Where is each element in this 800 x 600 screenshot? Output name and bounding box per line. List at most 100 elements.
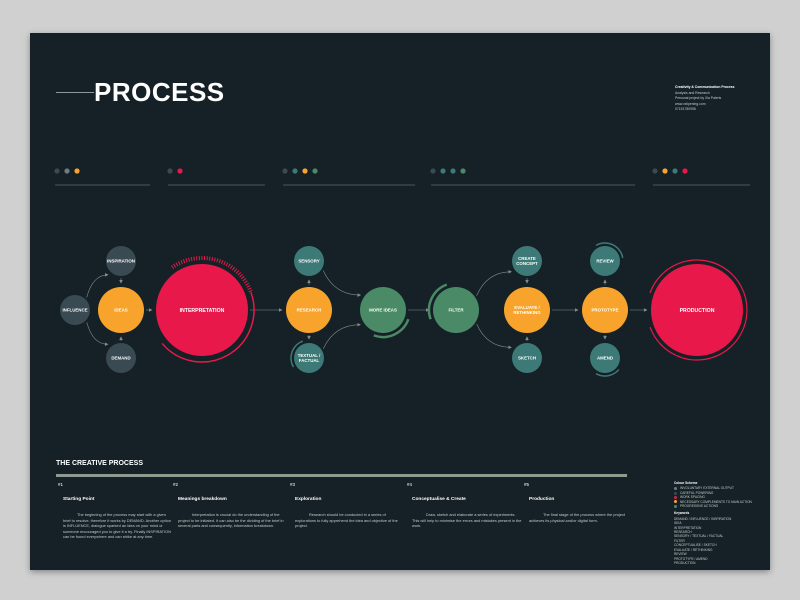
legend-dot [64, 168, 70, 174]
connector-arrow [476, 269, 512, 296]
step-heading: Conceptualise & Create [412, 497, 466, 502]
legend-dot [177, 168, 183, 174]
page-title: PROCESS [94, 77, 225, 107]
node-sensory [294, 246, 324, 276]
connector-arrow [86, 322, 109, 347]
node-demand [106, 343, 136, 373]
keyword-item: IDEA [674, 521, 682, 526]
node-prototype [582, 287, 628, 333]
colour-scheme-label: WORK SPACING [680, 495, 705, 500]
node-label-more-ideas: MORE IDEAS [369, 308, 397, 313]
node-filter [433, 287, 479, 333]
colour-swatch [674, 491, 677, 495]
colour-swatch [674, 495, 677, 499]
node-label-research: RESEARCH [297, 308, 322, 313]
keyword-item: EVALUATE / RETHINKING [674, 547, 713, 552]
legend-dot [167, 168, 173, 174]
keyword-item: PRODUCTION [674, 560, 696, 565]
colour-scheme-label: PROGRESSIVE ACTIONS [680, 504, 719, 509]
keyword-item: SENSORY / TEXTUAL / FACTUAL [674, 534, 724, 539]
colour-swatch [674, 500, 677, 504]
colour-scheme-item: PROGRESSIVE ACTIONS [674, 504, 766, 508]
colour-scheme-title: Colour Scheme [674, 481, 698, 485]
node-more-ideas [360, 287, 406, 333]
colour-scheme-item: WORK SPACING [674, 495, 766, 499]
poster: PROCESS Creativity & Communication Proce… [30, 33, 770, 570]
node-label-prototype: PROTOTYPE [592, 308, 619, 313]
colour-scheme-label: CAREFUL POWERING [680, 490, 714, 495]
keyword-item: FILTER [674, 538, 685, 543]
step-heading: Production [529, 497, 555, 502]
step-number: #4 [407, 482, 413, 487]
project-info: Creativity & Communication Process Analy… [675, 85, 765, 113]
info-heading: Creativity & Communication Process [675, 85, 735, 89]
legend-dot [682, 168, 688, 174]
keyword-item: RESEARCH [674, 530, 692, 535]
step-4: #4 Conceptualise & Create Draw, sketch a… [407, 482, 522, 529]
legend-dot [54, 168, 60, 174]
node-label-sensory: SENSORY [298, 259, 319, 264]
node-label-create-concept: CREATE CONCEPT [516, 256, 538, 266]
node-label-review: REVIEW [596, 259, 614, 264]
node-label-interpretation: INTERPRETATION [180, 308, 225, 314]
legend-dot [652, 168, 658, 174]
process-diagram: INFLUENCE INSPIRATION IDEAS DEMAND INTERPRET… [54, 168, 750, 377]
colour-swatch [674, 504, 677, 508]
node-label-evaluate: EVALUATE / RETHINKING [513, 305, 541, 315]
interpretation-tick-ring [171, 256, 253, 293]
interpretation-ring [161, 291, 255, 363]
node-interpretation [156, 264, 248, 356]
textual-arc [290, 340, 304, 368]
legend-dot [292, 168, 298, 174]
colour-scheme-legend: Colour Scheme INVOLUNTARY EXTERNAL OUTPU… [674, 481, 766, 565]
step-text: The final stage of the process where the… [529, 512, 625, 523]
colour-scheme-item: CAREFUL POWERING [674, 491, 766, 495]
legend-dot [460, 168, 466, 174]
step-number: #3 [290, 482, 296, 487]
step-heading: Starting Point [63, 497, 95, 502]
colour-scheme-item: INVOLUNTARY EXTERNAL OUTPUT [674, 486, 766, 490]
legend-dot [282, 168, 288, 174]
legend-dot [450, 168, 456, 174]
keyword-item: PROTOTYPE / AMEND [674, 556, 708, 561]
title-rule [56, 92, 94, 93]
colour-swatch [674, 487, 677, 491]
node-create-concept [512, 246, 542, 276]
colour-scheme-label: NECESSARY COMPLEMENTS TO MAIN ACTION [680, 499, 752, 504]
node-evaluate [504, 287, 550, 333]
production-ring [649, 259, 748, 361]
keyword-item: DEMAND / INFLUENCE / INSPIRATION [674, 516, 732, 521]
node-label-production: PRODUCTION [680, 308, 715, 314]
legend-dot [430, 168, 436, 174]
step-2: #2 Meanings breakdown Interpretation is … [173, 482, 288, 529]
keyword-item: INTERPRETATION [674, 525, 702, 530]
amend-arc [595, 369, 620, 377]
node-research [286, 287, 332, 333]
info-line: Personal project by Xia Paleris [675, 96, 722, 101]
step-3: #3 Exploration Research should be conduc… [290, 482, 405, 529]
colour-scheme-label: INVOLUNTARY EXTERNAL OUTPUT [680, 486, 734, 491]
step-number: #1 [58, 482, 64, 487]
node-label-filter: FILTER [448, 308, 464, 313]
node-review [590, 246, 620, 276]
node-label-inspiration: INSPIRATION [107, 259, 135, 264]
legend-dot [662, 168, 668, 174]
colour-scheme-list: INVOLUNTARY EXTERNAL OUTPUT CAREFUL POWER… [674, 486, 766, 508]
connector-arrow [86, 273, 109, 298]
step-1: #1 Starting Point The beginning of the p… [58, 482, 173, 540]
more-ideas-arc [373, 318, 410, 339]
node-label-sketch: SKETCH [518, 356, 536, 361]
info-line: www.xxlipening.com [675, 101, 706, 106]
creative-process-rule [56, 474, 627, 477]
step-text: Draw, sketch and elaborate a series of e… [412, 512, 522, 528]
node-label-demand: DEMAND [111, 356, 130, 361]
connector-arrow [476, 323, 512, 350]
node-inspiration [106, 246, 136, 276]
node-label-textual: TEXTUAL / FACTUAL [298, 353, 321, 363]
creative-process-title: THE CREATIVE PROCESS [56, 460, 143, 467]
keywords-title: Keywords [674, 511, 690, 516]
step-number: #2 [173, 482, 179, 487]
step-text: The beginning of the process may start w… [63, 512, 171, 539]
keywords-list: DEMAND / INFLUENCE / INSPIRATION IDEA INTE… [674, 517, 766, 565]
node-production [651, 264, 743, 356]
